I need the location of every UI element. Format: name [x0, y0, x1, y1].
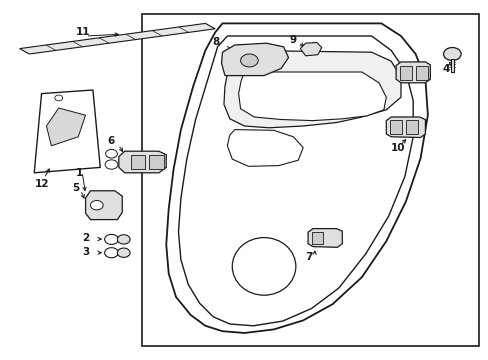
Circle shape	[117, 235, 130, 244]
Polygon shape	[227, 130, 303, 166]
Bar	[415, 66, 427, 80]
Text: 8: 8	[212, 37, 220, 48]
Bar	[142, 14, 478, 346]
Text: 2: 2	[82, 233, 89, 243]
Polygon shape	[386, 117, 425, 138]
Text: 3: 3	[82, 247, 89, 257]
Polygon shape	[395, 62, 429, 83]
Bar	[399, 66, 411, 80]
Polygon shape	[224, 50, 400, 128]
Circle shape	[105, 149, 117, 158]
Text: 7: 7	[305, 252, 312, 262]
Polygon shape	[85, 191, 122, 220]
Ellipse shape	[232, 238, 295, 295]
Text: 9: 9	[289, 35, 296, 45]
Bar	[311, 232, 322, 244]
Text: 1: 1	[76, 168, 83, 178]
Polygon shape	[307, 229, 342, 247]
Circle shape	[443, 48, 460, 60]
Text: 5: 5	[72, 183, 80, 193]
Circle shape	[240, 54, 258, 67]
Polygon shape	[238, 72, 386, 121]
Polygon shape	[46, 108, 85, 146]
Polygon shape	[119, 151, 166, 173]
Bar	[389, 120, 401, 134]
Circle shape	[104, 248, 118, 258]
Polygon shape	[178, 36, 412, 326]
Circle shape	[105, 160, 118, 169]
Text: 4: 4	[442, 64, 449, 74]
Circle shape	[104, 234, 118, 244]
Text: 10: 10	[390, 143, 405, 153]
Polygon shape	[34, 90, 100, 173]
Circle shape	[55, 95, 62, 101]
Polygon shape	[300, 42, 321, 56]
Circle shape	[90, 201, 103, 210]
Polygon shape	[221, 43, 288, 76]
Polygon shape	[166, 23, 427, 333]
Bar	[405, 120, 417, 134]
Circle shape	[117, 248, 130, 257]
Bar	[130, 155, 145, 169]
Polygon shape	[450, 59, 453, 72]
Text: 12: 12	[35, 179, 50, 189]
Polygon shape	[20, 23, 215, 54]
Bar	[149, 155, 163, 169]
Text: 6: 6	[107, 136, 115, 147]
Text: 11: 11	[76, 27, 90, 37]
